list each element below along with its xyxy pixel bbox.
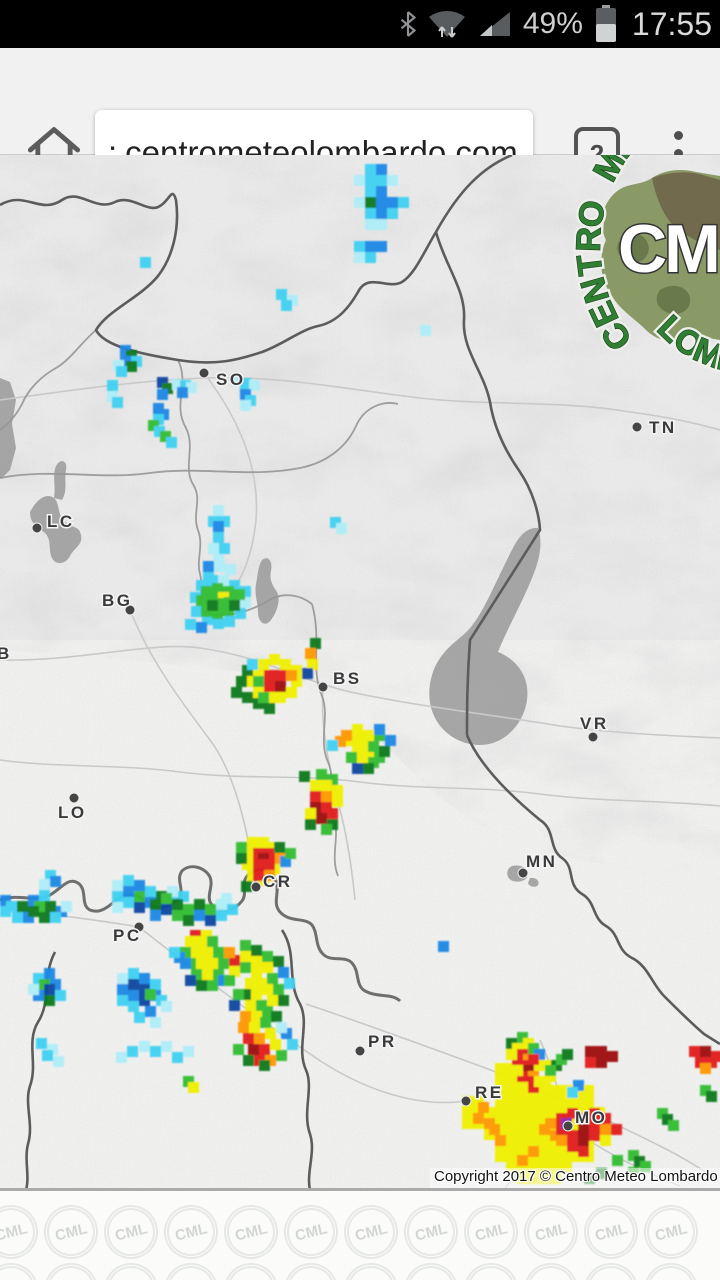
svg-text:R: R bbox=[570, 226, 609, 252]
city-dot bbox=[31, 522, 43, 534]
kebab-dot bbox=[673, 148, 683, 158]
cml-watermark: CML bbox=[218, 1199, 284, 1265]
city-label: TN bbox=[649, 418, 677, 437]
city-dot bbox=[250, 881, 262, 893]
cml-watermark: CML bbox=[398, 1257, 464, 1280]
cml-watermark: CML bbox=[158, 1257, 224, 1280]
city-dot bbox=[354, 1045, 366, 1057]
cml-watermark: CML bbox=[338, 1199, 404, 1265]
battery-icon bbox=[595, 5, 616, 42]
city-label: BS bbox=[333, 669, 362, 688]
battery-percent: 49% bbox=[522, 7, 583, 40]
lake bbox=[429, 527, 541, 745]
cml-watermark: CML bbox=[518, 1257, 584, 1280]
cml-watermark: CML bbox=[38, 1199, 104, 1265]
city-label: MO bbox=[575, 1108, 607, 1127]
city-dot bbox=[517, 867, 529, 879]
city-label: VR bbox=[580, 714, 609, 733]
radar-cells bbox=[0, 164, 720, 1184]
kebab-dot bbox=[673, 131, 683, 140]
cml-watermark: CML bbox=[98, 1257, 164, 1280]
city-label: BG bbox=[102, 591, 133, 610]
city-dot bbox=[198, 367, 210, 379]
bluetooth-icon bbox=[400, 11, 416, 37]
cml-watermark: CML bbox=[638, 1199, 704, 1265]
cml-watermark: CML bbox=[338, 1257, 404, 1280]
region-borders bbox=[0, 153, 720, 1191]
svg-text:R: R bbox=[570, 226, 609, 252]
url-clipped-char: : bbox=[108, 134, 116, 172]
city-label: PC bbox=[113, 926, 142, 945]
city-dot bbox=[460, 1095, 472, 1107]
lake bbox=[0, 378, 16, 478]
wifi-icon bbox=[428, 10, 465, 38]
cml-watermark: CML bbox=[578, 1199, 644, 1265]
cml-watermark: CML bbox=[0, 1199, 44, 1265]
cml-watermark: CML bbox=[278, 1257, 344, 1280]
city-dot bbox=[133, 921, 145, 933]
city-markers: SO TN LC BG BS VR LO MN CR PC PR RE MO B bbox=[0, 367, 677, 1132]
browser-toolbar: :.centrometeolombardo.com 2 bbox=[0, 48, 720, 196]
city-label: SO bbox=[216, 370, 246, 389]
cml-watermark: CML bbox=[218, 1257, 284, 1280]
cml-watermark: CML bbox=[0, 1257, 44, 1280]
city-label: LC bbox=[47, 512, 75, 531]
cml-watermark: CML bbox=[518, 1199, 584, 1265]
city-dot bbox=[587, 731, 599, 743]
ground-texture bbox=[0, 155, 720, 1190]
cml-watermark: CML bbox=[278, 1199, 344, 1265]
cml-watermark: CML bbox=[398, 1199, 464, 1265]
cml-watermark: CML bbox=[98, 1199, 164, 1265]
city-label: RE bbox=[475, 1083, 504, 1102]
cml-watermark: CML bbox=[458, 1257, 524, 1280]
cml-watermark: CML bbox=[638, 1257, 704, 1280]
city-label: CR bbox=[263, 872, 293, 891]
city-dot bbox=[68, 792, 80, 804]
svg-text:T: T bbox=[570, 252, 610, 277]
city-dot bbox=[124, 604, 136, 616]
lake bbox=[54, 461, 67, 500]
cml-logo-text: CML bbox=[618, 211, 720, 287]
cml-watermark: CML bbox=[158, 1199, 224, 1265]
svg-text:B: B bbox=[714, 339, 720, 381]
cml-watermark: CML bbox=[458, 1199, 524, 1265]
lake bbox=[255, 558, 279, 624]
status-bar: 49% 17:55 bbox=[0, 0, 720, 48]
city-label: LO bbox=[58, 803, 87, 822]
lake bbox=[30, 495, 82, 564]
lake bbox=[528, 877, 539, 887]
cml-watermark: CML bbox=[38, 1257, 104, 1280]
city-label: B bbox=[0, 644, 12, 663]
watermark-strip: CMLCMLCMLCMLCMLCMLCMLCMLCMLCMLCMLCMLCMLC… bbox=[0, 1191, 720, 1280]
clock: 17:55 bbox=[631, 5, 712, 42]
radar-map[interactable]: CCEENNTTRROOMMEETTEEOOLLOOMMBBAARRDDOOCM… bbox=[0, 71, 720, 1191]
signal-icon bbox=[479, 12, 510, 36]
city-dot bbox=[317, 681, 329, 693]
city-dot bbox=[562, 1120, 574, 1132]
map-bottom-edge bbox=[0, 1188, 720, 1191]
city-dot bbox=[631, 421, 643, 433]
city-label: PR bbox=[368, 1032, 397, 1051]
map-attribution: Copyright 2017 © Centro Meteo Lombardo -… bbox=[430, 1168, 720, 1188]
cml-watermark: CML bbox=[578, 1257, 644, 1280]
city-label: MN bbox=[526, 852, 557, 871]
